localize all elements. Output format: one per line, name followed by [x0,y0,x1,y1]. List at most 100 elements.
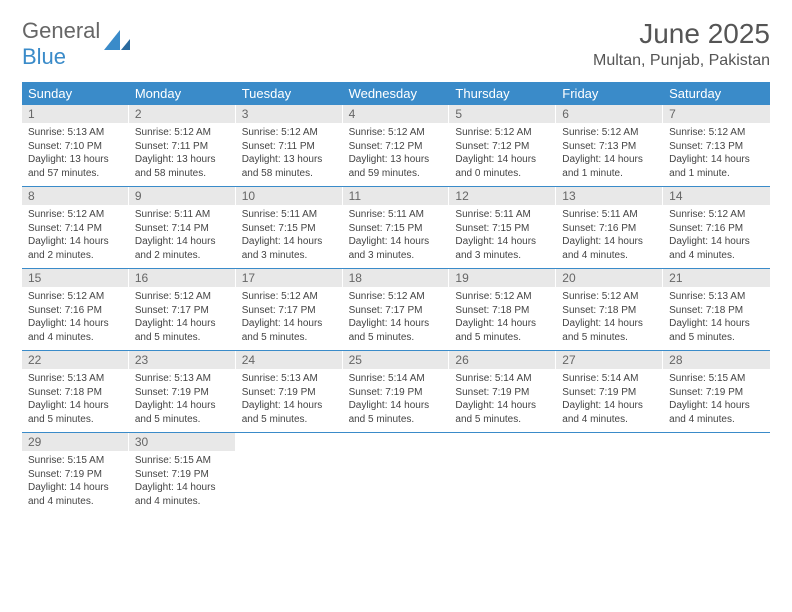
sunrise-text: Sunrise: 5:15 AM [135,454,230,468]
sunrise-text: Sunrise: 5:12 AM [562,290,657,304]
sunrise-text: Sunrise: 5:11 AM [135,208,230,222]
sunrise-text: Sunrise: 5:13 AM [135,372,230,386]
day-number: 18 [343,269,450,287]
day-header: Wednesday [343,82,450,105]
day-content: Sunrise: 5:13 AMSunset: 7:18 PMDaylight:… [663,287,770,344]
day-content: Sunrise: 5:11 AMSunset: 7:15 PMDaylight:… [343,205,450,262]
day-number: 30 [129,433,236,451]
logo: General Blue [22,18,130,70]
daylight-text: Daylight: 14 hours and 5 minutes. [455,399,550,426]
sunset-text: Sunset: 7:18 PM [669,304,764,318]
day-cell [449,433,556,514]
day-number: 10 [236,187,343,205]
daylight-text: Daylight: 14 hours and 0 minutes. [455,153,550,180]
day-content: Sunrise: 5:12 AMSunset: 7:17 PMDaylight:… [129,287,236,344]
day-cell: 19Sunrise: 5:12 AMSunset: 7:18 PMDayligh… [449,269,556,350]
sunrise-text: Sunrise: 5:12 AM [242,126,337,140]
daylight-text: Daylight: 14 hours and 2 minutes. [135,235,230,262]
daylight-text: Daylight: 13 hours and 57 minutes. [28,153,123,180]
sunset-text: Sunset: 7:19 PM [135,386,230,400]
daylight-text: Daylight: 14 hours and 5 minutes. [562,317,657,344]
day-cell: 8Sunrise: 5:12 AMSunset: 7:14 PMDaylight… [22,187,129,268]
sunrise-text: Sunrise: 5:13 AM [669,290,764,304]
day-cell: 22Sunrise: 5:13 AMSunset: 7:18 PMDayligh… [22,351,129,432]
day-headers-row: SundayMondayTuesdayWednesdayThursdayFrid… [22,82,770,105]
sunset-text: Sunset: 7:19 PM [135,468,230,482]
day-content: Sunrise: 5:11 AMSunset: 7:15 PMDaylight:… [236,205,343,262]
sunrise-text: Sunrise: 5:13 AM [242,372,337,386]
calendar: SundayMondayTuesdayWednesdayThursdayFrid… [22,82,770,514]
day-number: 3 [236,105,343,123]
sunset-text: Sunset: 7:15 PM [242,222,337,236]
day-content: Sunrise: 5:12 AMSunset: 7:14 PMDaylight:… [22,205,129,262]
day-cell: 26Sunrise: 5:14 AMSunset: 7:19 PMDayligh… [449,351,556,432]
day-number: 19 [449,269,556,287]
daylight-text: Daylight: 14 hours and 1 minute. [669,153,764,180]
day-number: 14 [663,187,770,205]
day-cell: 12Sunrise: 5:11 AMSunset: 7:15 PMDayligh… [449,187,556,268]
month-title: June 2025 [593,18,770,50]
day-content: Sunrise: 5:12 AMSunset: 7:17 PMDaylight:… [343,287,450,344]
day-number: 5 [449,105,556,123]
sunset-text: Sunset: 7:10 PM [28,140,123,154]
day-cell: 30 Sunrise: 5:15 AMSunset: 7:19 PMDayligh… [129,433,236,514]
day-cell: 2Sunrise: 5:12 AMSunset: 7:11 PMDaylight… [129,105,236,186]
day-content: Sunrise: 5:11 AMSunset: 7:16 PMDaylight:… [556,205,663,262]
day-number: 17 [236,269,343,287]
day-number: 20 [556,269,663,287]
day-cell: 6Sunrise: 5:12 AMSunset: 7:13 PMDaylight… [556,105,663,186]
day-cell: 18Sunrise: 5:12 AMSunset: 7:17 PMDayligh… [343,269,450,350]
sunset-text: Sunset: 7:13 PM [669,140,764,154]
sail-icon [104,30,130,58]
day-content: Sunrise: 5:13 AMSunset: 7:18 PMDaylight:… [22,369,129,426]
daylight-text: Daylight: 14 hours and 1 minute. [562,153,657,180]
day-number: 7 [663,105,770,123]
sunset-text: Sunset: 7:12 PM [455,140,550,154]
day-number: 24 [236,351,343,369]
sunset-text: Sunset: 7:13 PM [562,140,657,154]
sunrise-text: Sunrise: 5:12 AM [135,290,230,304]
sunrise-text: Sunrise: 5:11 AM [562,208,657,222]
day-cell: 27Sunrise: 5:14 AMSunset: 7:19 PMDayligh… [556,351,663,432]
sunset-text: Sunset: 7:16 PM [669,222,764,236]
sunrise-text: Sunrise: 5:13 AM [28,126,123,140]
daylight-text: Daylight: 14 hours and 5 minutes. [135,317,230,344]
day-number: 21 [663,269,770,287]
daylight-text: Daylight: 13 hours and 58 minutes. [135,153,230,180]
sunset-text: Sunset: 7:15 PM [455,222,550,236]
sunset-text: Sunset: 7:19 PM [455,386,550,400]
day-cell: 15Sunrise: 5:12 AMSunset: 7:16 PMDayligh… [22,269,129,350]
day-content: Sunrise: 5:12 AMSunset: 7:18 PMDaylight:… [556,287,663,344]
location: Multan, Punjab, Pakistan [593,52,770,70]
day-number: 28 [663,351,770,369]
day-content: Sunrise: 5:14 AMSunset: 7:19 PMDaylight:… [449,369,556,426]
day-content: Sunrise: 5:15 AMSunset: 7:19 PMDaylight:… [22,451,129,508]
day-content: Sunrise: 5:13 AMSunset: 7:19 PMDaylight:… [236,369,343,426]
day-cell: 24Sunrise: 5:13 AMSunset: 7:19 PMDayligh… [236,351,343,432]
day-cell: 20Sunrise: 5:12 AMSunset: 7:18 PMDayligh… [556,269,663,350]
week-row: 22Sunrise: 5:13 AMSunset: 7:18 PMDayligh… [22,351,770,433]
daylight-text: Daylight: 14 hours and 2 minutes. [28,235,123,262]
sunrise-text: Sunrise: 5:12 AM [562,126,657,140]
day-content: Sunrise: 5:12 AMSunset: 7:11 PMDaylight:… [236,123,343,180]
sunrise-text: Sunrise: 5:11 AM [349,208,444,222]
day-cell: 1 Sunrise: 5:13 AMSunset: 7:10 PMDaylight… [22,105,129,186]
sunrise-text: Sunrise: 5:12 AM [28,290,123,304]
week-row: 1Sunrise: 5:13 AMSunset: 7:10 PMDaylight… [22,105,770,187]
day-cell: 21Sunrise: 5:13 AMSunset: 7:18 PMDayligh… [663,269,770,350]
sunset-text: Sunset: 7:16 PM [562,222,657,236]
sunrise-text: Sunrise: 5:11 AM [242,208,337,222]
sunset-text: Sunset: 7:14 PM [28,222,123,236]
sunset-text: Sunset: 7:14 PM [135,222,230,236]
day-number: 22 [22,351,129,369]
daylight-text: Daylight: 14 hours and 4 minutes. [135,481,230,508]
sunset-text: Sunset: 7:16 PM [28,304,123,318]
daylight-text: Daylight: 14 hours and 3 minutes. [349,235,444,262]
day-cell: 4Sunrise: 5:12 AMSunset: 7:12 PMDaylight… [343,105,450,186]
daylight-text: Daylight: 14 hours and 4 minutes. [562,235,657,262]
day-number: 25 [343,351,450,369]
sunset-text: Sunset: 7:19 PM [349,386,444,400]
day-cell: 25Sunrise: 5:14 AMSunset: 7:19 PMDayligh… [343,351,450,432]
day-number: 1 [22,105,129,123]
daylight-text: Daylight: 14 hours and 5 minutes. [28,399,123,426]
